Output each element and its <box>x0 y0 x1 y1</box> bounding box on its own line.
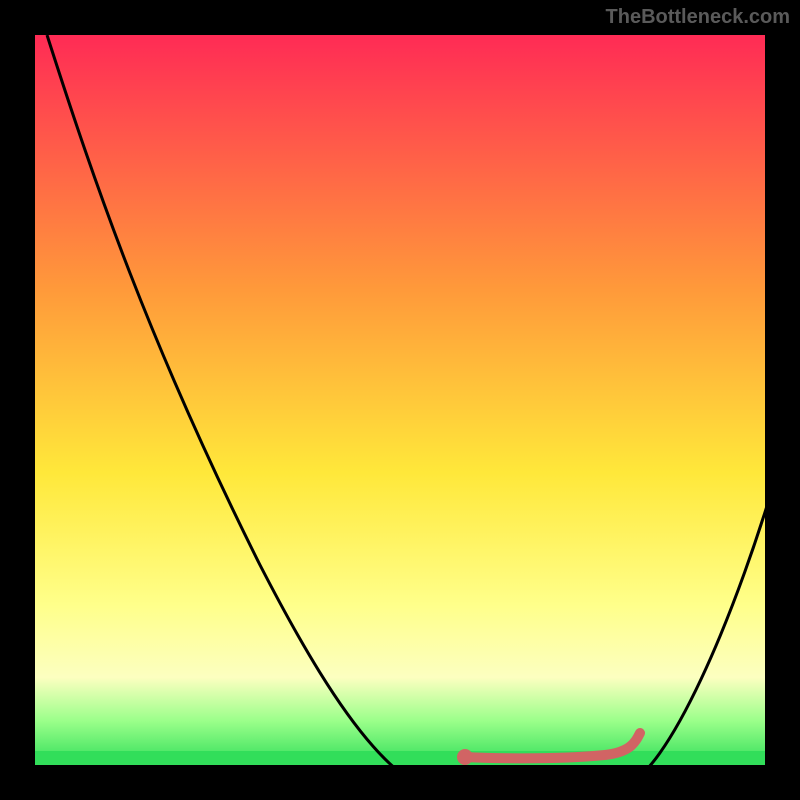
plot-gradient-area <box>35 35 765 765</box>
optimal-range-marker <box>465 733 640 758</box>
watermark-text: TheBottleneck.com <box>606 6 790 29</box>
bottleneck-curve <box>47 35 785 800</box>
chart-svg <box>35 35 765 765</box>
optimal-point-dot <box>457 749 473 765</box>
